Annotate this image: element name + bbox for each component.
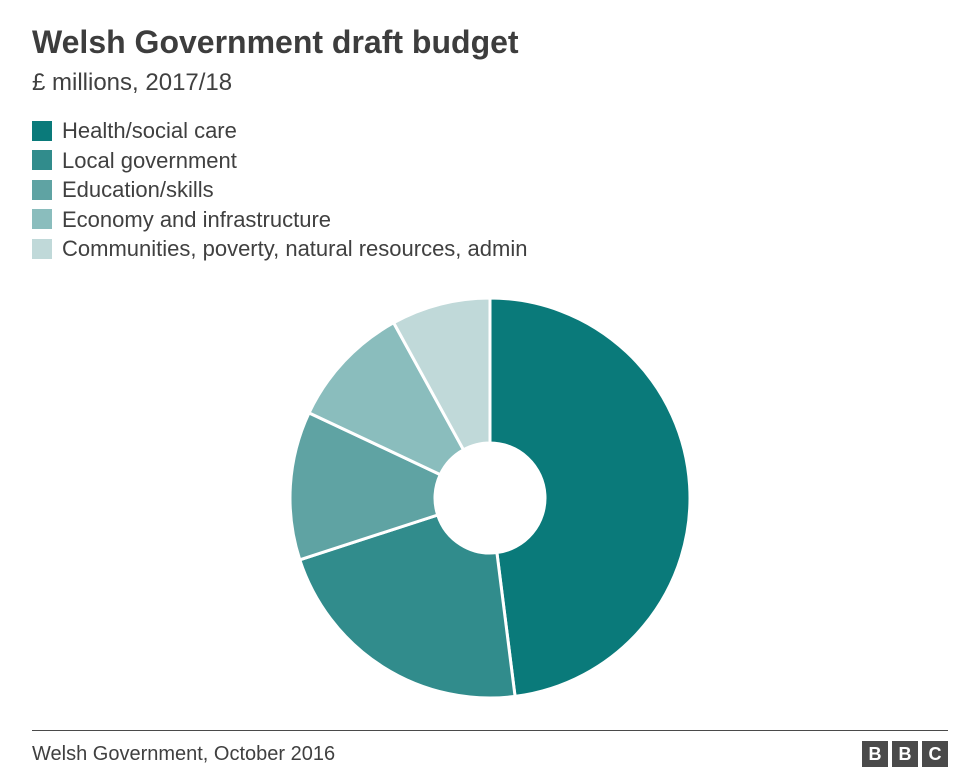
pie-donut-hole [435, 443, 545, 553]
source-label: Welsh Government, October 2016 [32, 743, 335, 766]
bbc-logo: BBC [862, 741, 948, 767]
bbc-logo-letter: B [862, 741, 888, 767]
legend-item: Local government [32, 147, 948, 175]
bbc-logo-letter: C [922, 741, 948, 767]
legend-label: Local government [62, 147, 237, 175]
legend-label: Communities, poverty, natural resources,… [62, 235, 527, 263]
chart-card: Welsh Government draft budget £ millions… [0, 0, 976, 783]
chart-footer: Welsh Government, October 2016 BBC [32, 730, 948, 767]
legend-swatch [32, 180, 52, 200]
legend-label: Economy and infrastructure [62, 206, 331, 234]
bbc-logo-letter: B [892, 741, 918, 767]
chart-subtitle: £ millions, 2017/18 [32, 69, 948, 97]
legend-swatch [32, 121, 52, 141]
legend-item: Communities, poverty, natural resources,… [32, 235, 948, 263]
legend-item: Health/social care [32, 117, 948, 145]
legend-swatch [32, 150, 52, 170]
pie-chart-wrap [32, 267, 948, 731]
chart-title: Welsh Government draft budget [32, 24, 948, 61]
legend-item: Education/skills [32, 176, 948, 204]
legend-label: Health/social care [62, 117, 237, 145]
legend: Health/social careLocal governmentEducat… [32, 117, 948, 263]
legend-swatch [32, 209, 52, 229]
pie-chart [286, 294, 694, 702]
legend-item: Economy and infrastructure [32, 206, 948, 234]
legend-label: Education/skills [62, 176, 214, 204]
legend-swatch [32, 239, 52, 259]
